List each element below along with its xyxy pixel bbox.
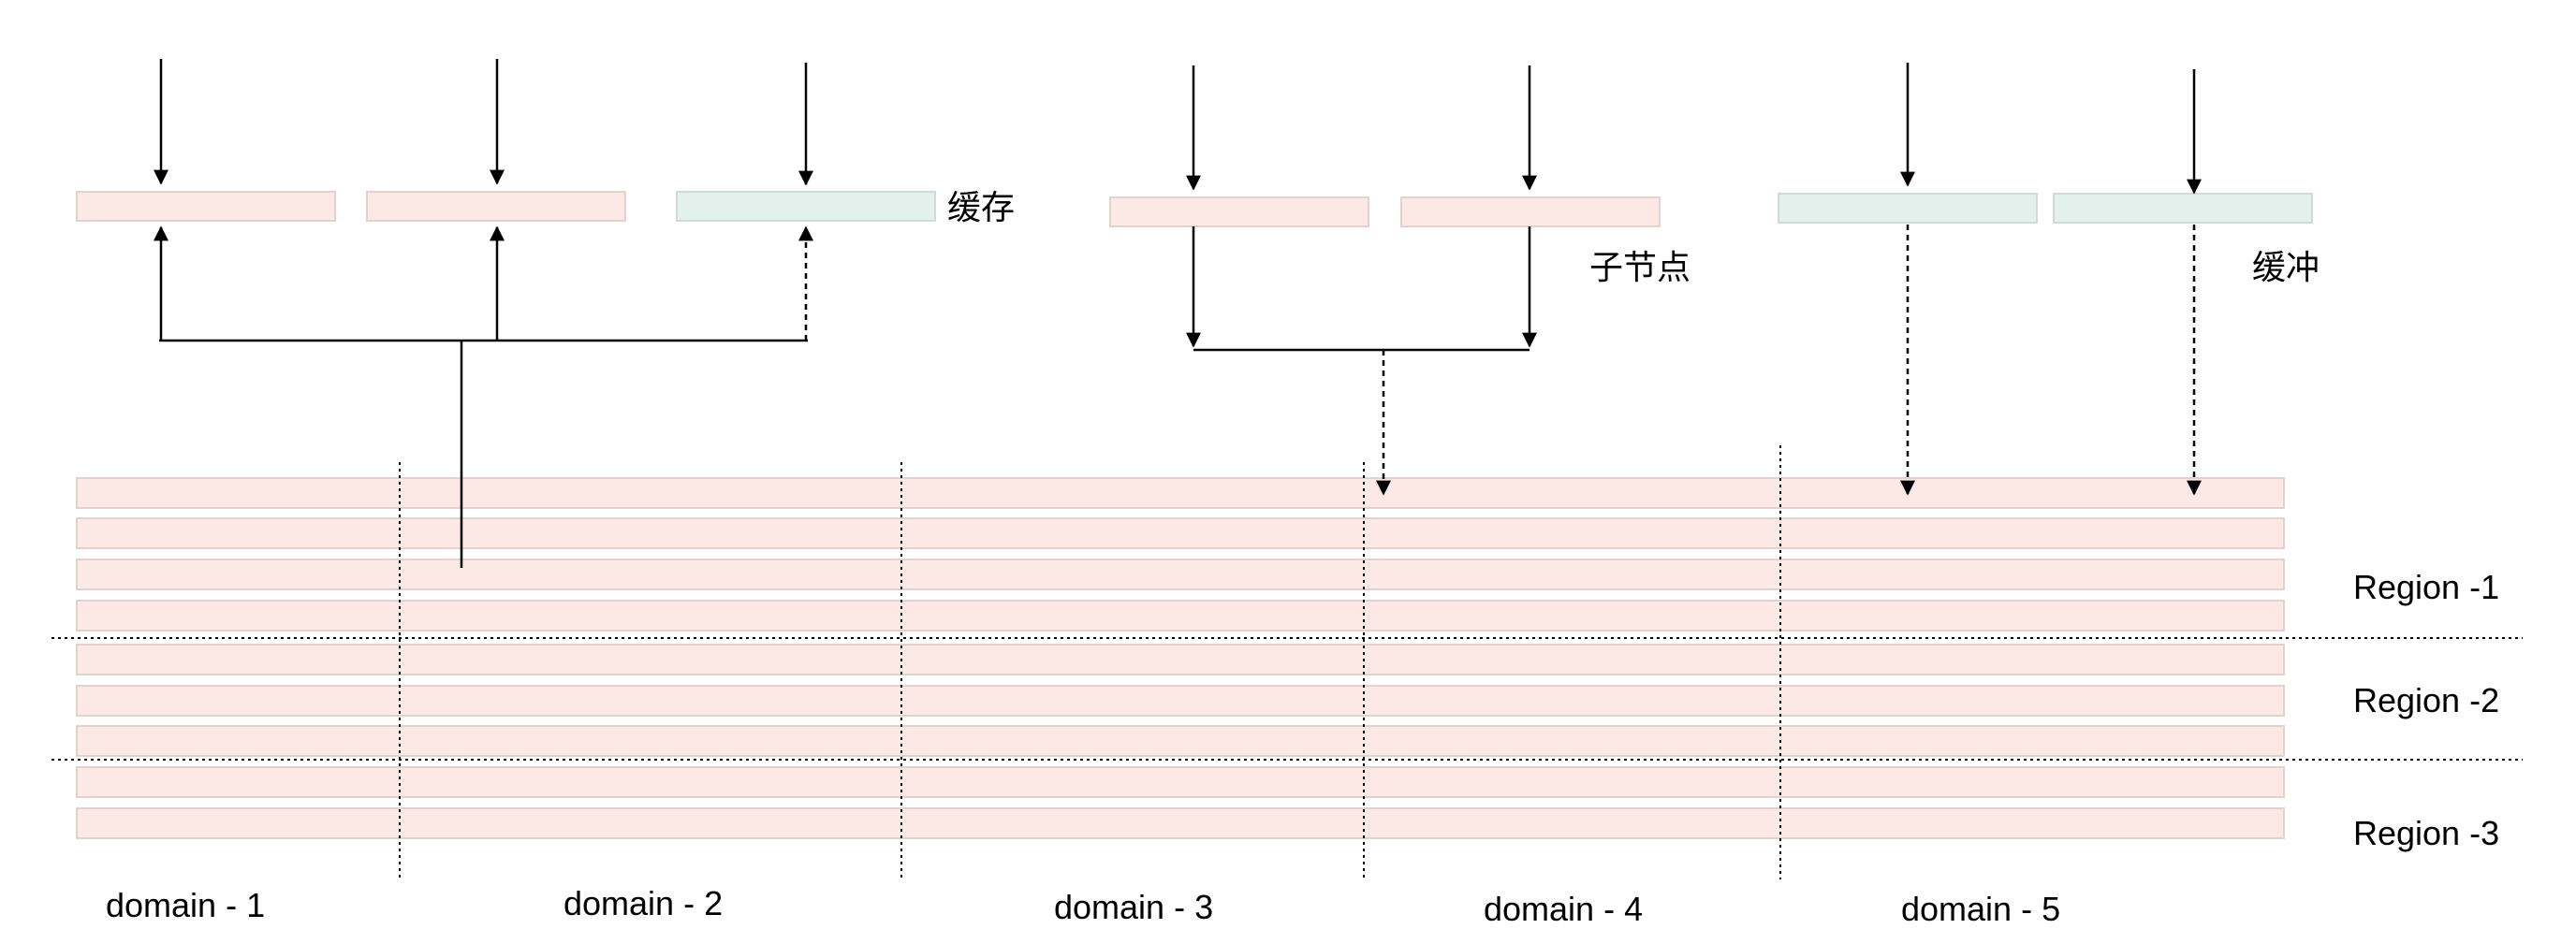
cache-node-box <box>676 191 936 222</box>
buffer-node-box-1 <box>1778 193 2038 224</box>
domain-label-1: domain - 1 <box>106 886 265 924</box>
separators <box>51 445 2523 879</box>
row-bar-9 <box>76 807 2285 839</box>
node-box-1 <box>76 191 336 222</box>
row-bar-8 <box>76 766 2285 798</box>
domain-label-5: domain - 5 <box>1901 890 2060 924</box>
region-label-1: Region -1 <box>2353 568 2499 606</box>
domain-label-2: domain - 2 <box>564 884 723 922</box>
row-bar-1 <box>76 477 2285 509</box>
region-label-2: Region -2 <box>2353 681 2499 719</box>
incoming-arrows <box>154 59 2202 195</box>
row-bar-2 <box>76 517 2285 549</box>
row-bar-5 <box>76 644 2285 675</box>
domain-label-3: domain - 3 <box>1054 888 1213 924</box>
child-node-connector <box>1186 226 1537 496</box>
child-node-box <box>1400 196 1661 227</box>
top-nodes <box>76 191 2313 227</box>
node-box-4 <box>1109 196 1369 227</box>
domain-label-4: domain - 4 <box>1484 890 1643 924</box>
buffer-connector <box>1900 225 2202 496</box>
buffer-label: 缓冲 <box>2252 249 2320 287</box>
region-label-3: Region -3 <box>2353 814 2499 852</box>
child-node-label: 子节点 <box>1589 249 1690 287</box>
row-bar-6 <box>76 685 2285 717</box>
row-bar-4 <box>76 600 2285 631</box>
cache-label: 缓存 <box>947 189 1015 227</box>
region-rows <box>76 477 2285 839</box>
fan-in-connector <box>154 225 813 568</box>
domain-labels: domain - 1 domain - 2 domain - 3 domain … <box>106 884 2060 928</box>
node-labels: 缓存 子节点 缓冲 <box>947 189 2320 287</box>
buffer-node-box-2 <box>2053 193 2313 224</box>
row-bar-3 <box>76 559 2285 590</box>
row-bar-7 <box>76 725 2285 757</box>
region-labels: Region -1 Region -2 Region -3 <box>2353 568 2499 852</box>
node-box-2 <box>366 191 626 222</box>
